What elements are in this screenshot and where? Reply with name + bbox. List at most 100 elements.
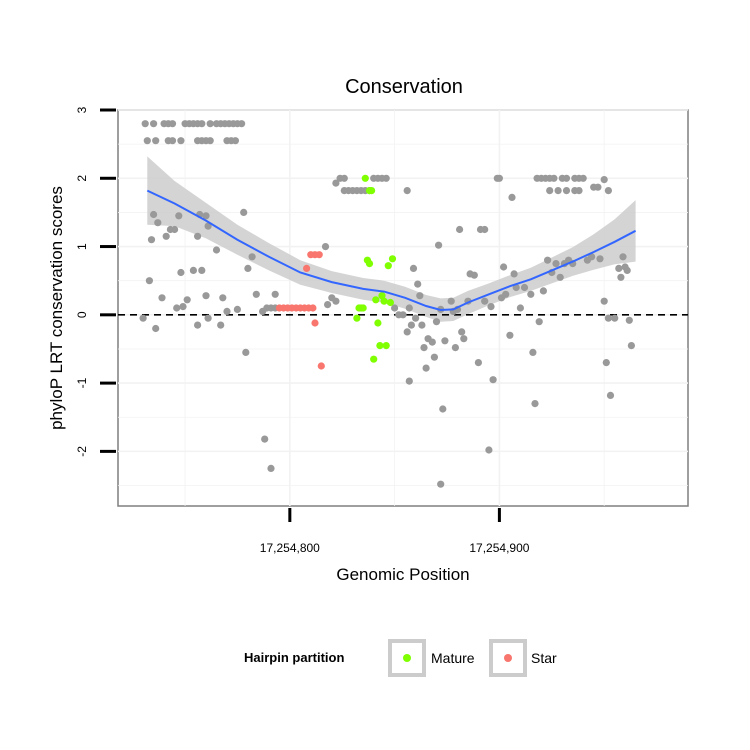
point (506, 331, 514, 339)
point (575, 187, 583, 195)
point (474, 359, 482, 367)
point (183, 296, 191, 304)
point (456, 225, 464, 234)
point (194, 232, 202, 240)
point (162, 232, 170, 240)
point-star (311, 319, 319, 327)
point (502, 290, 510, 298)
legend-swatch-star (504, 654, 512, 662)
point-mature (388, 255, 397, 263)
point (481, 225, 489, 234)
point (152, 137, 160, 145)
point (416, 292, 424, 300)
point (441, 337, 449, 345)
point-mature (384, 262, 392, 270)
point (460, 335, 468, 343)
point-mature (361, 174, 369, 182)
point (240, 208, 248, 216)
point (500, 263, 508, 271)
point (403, 328, 411, 336)
y-axis: -2 -1 0 1 2 3 (75, 106, 116, 457)
point (139, 314, 147, 322)
point (171, 225, 179, 234)
point (198, 266, 206, 274)
point (177, 137, 185, 145)
point (550, 174, 558, 182)
point (173, 304, 181, 312)
point-mature (380, 297, 388, 305)
point (544, 256, 552, 264)
point (516, 304, 525, 312)
y-tick-label: 3 (75, 106, 89, 113)
point (407, 321, 415, 329)
y-axis-title: phyloP LRT conservation scores (47, 186, 66, 430)
point (399, 311, 407, 319)
point (244, 264, 252, 272)
point (332, 179, 340, 187)
point (600, 176, 608, 184)
y-tick-label: 0 (75, 311, 89, 318)
point (414, 280, 422, 288)
point (231, 137, 239, 145)
point (204, 222, 212, 230)
point-mature (386, 298, 394, 307)
point-star (309, 304, 317, 312)
point-star (303, 264, 311, 272)
data-points (139, 120, 636, 488)
point (556, 273, 564, 281)
point-mature (376, 342, 384, 350)
point (529, 348, 537, 356)
point (233, 305, 241, 313)
y-tick-label: 2 (75, 175, 89, 182)
point (271, 290, 279, 298)
point (332, 297, 340, 305)
point (324, 301, 332, 309)
point (481, 297, 489, 305)
point (267, 464, 275, 472)
point (579, 174, 587, 182)
point (617, 273, 625, 281)
point (447, 297, 455, 305)
point-mature (372, 296, 380, 304)
point (470, 271, 478, 279)
point (600, 297, 608, 305)
point (189, 266, 197, 274)
point (439, 405, 447, 413)
point (489, 376, 497, 384)
point (428, 338, 436, 346)
point (405, 377, 413, 385)
point (175, 212, 183, 220)
point (177, 268, 185, 277)
loess-line (146, 189, 637, 312)
point (430, 353, 438, 361)
point (158, 294, 166, 302)
point (206, 120, 214, 128)
point (604, 187, 613, 195)
point (432, 318, 441, 326)
point (435, 241, 443, 249)
chart-title: Conservation (345, 76, 463, 98)
point (520, 283, 529, 292)
point (238, 120, 246, 128)
point (485, 446, 493, 454)
point (150, 120, 158, 128)
point (422, 364, 430, 372)
legend-title: Hairpin partition (244, 650, 344, 665)
smooth-trend-line (146, 189, 637, 312)
point (382, 174, 390, 182)
point (261, 435, 269, 443)
point (147, 236, 156, 244)
legend-item-mature: Mature (388, 639, 475, 677)
y-tick-label: -2 (75, 446, 89, 457)
legend-key-star (489, 639, 527, 677)
point (242, 348, 250, 356)
point (596, 255, 604, 263)
point (206, 137, 214, 145)
point (198, 120, 206, 128)
legend-key-mature (388, 639, 426, 677)
point (152, 324, 160, 333)
point (418, 321, 426, 329)
legend-label-star: Star (531, 650, 557, 666)
point-star (317, 362, 325, 370)
